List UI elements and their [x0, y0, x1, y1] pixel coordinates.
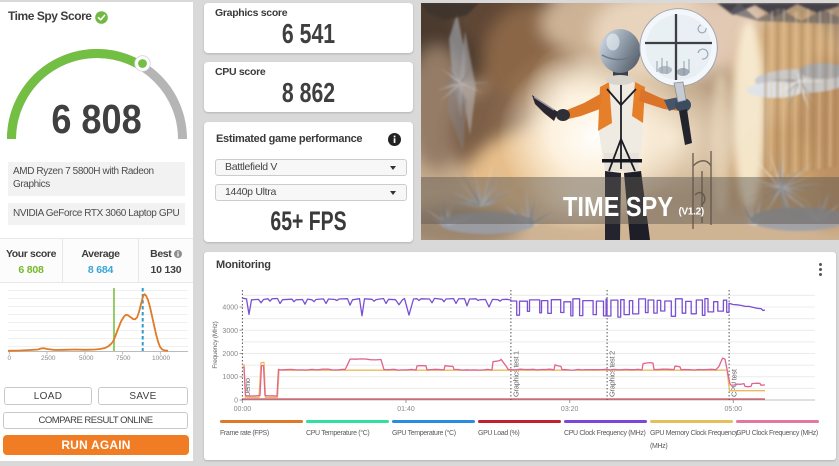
svg-text:2500: 2500 [41, 355, 56, 362]
svg-text:01:40: 01:40 [397, 406, 415, 413]
svg-text:(V1.2): (V1.2) [679, 207, 704, 218]
svg-text:00:00: 00:00 [234, 406, 252, 413]
svg-text:2000: 2000 [222, 351, 238, 358]
svg-text:7500: 7500 [116, 355, 131, 362]
svg-text:3000: 3000 [222, 328, 238, 335]
svg-text:4000: 4000 [222, 305, 238, 312]
svg-text:Frequency (MHz): Frequency (MHz) [212, 321, 219, 368]
svg-text:TIME SPY: TIME SPY [563, 191, 673, 222]
svg-text:1000: 1000 [222, 374, 238, 381]
svg-text:Demo: Demo [243, 378, 252, 397]
svg-text:10000: 10000 [152, 355, 170, 362]
svg-text:Graphics test 1: Graphics test 1 [511, 351, 520, 397]
svg-text:05:00: 05:00 [725, 406, 743, 413]
svg-text:Graphics test 2: Graphics test 2 [608, 351, 617, 397]
svg-text:5000: 5000 [79, 355, 94, 362]
svg-text:0: 0 [8, 355, 12, 362]
svg-text:03:20: 03:20 [561, 406, 579, 413]
svg-text:CPU test: CPU test [730, 368, 739, 397]
svg-text:0: 0 [234, 398, 238, 405]
